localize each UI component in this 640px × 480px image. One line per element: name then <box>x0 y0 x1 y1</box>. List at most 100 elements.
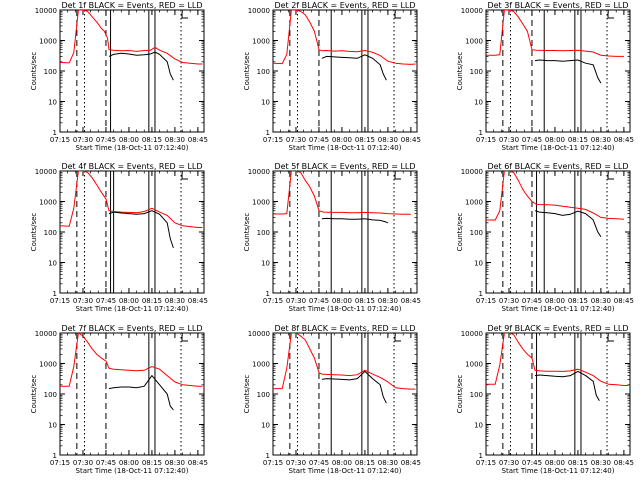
x-tick-label: 07:30 <box>499 297 519 305</box>
detector-panel: Det 8f BLACK = Events, RED = LLD 1 10 100 10… <box>243 324 421 475</box>
y-tick-label: 1000 <box>465 199 483 207</box>
plot-title: Det 5f BLACK = Events, RED = LLD <box>274 162 415 171</box>
x-tick-label: 07:30 <box>286 136 306 144</box>
x-tick-label: 08:00 <box>119 297 139 305</box>
x-axis-label: Start Time (18-Oct-11 07:12:40) <box>76 305 189 313</box>
plot-frame <box>59 9 205 133</box>
x-tick-label: 07:45 <box>96 136 116 144</box>
y-tick-label: 10000 <box>248 7 270 15</box>
x-tick-label: 08:00 <box>332 459 352 467</box>
y-tick-label: 100 <box>470 68 483 76</box>
x-tick-label: 07:30 <box>286 459 306 467</box>
y-tick-label: 1 <box>53 452 57 460</box>
x-tick-label: 08:00 <box>119 459 139 467</box>
plot-title: Det 8f BLACK = Events, RED = LLD <box>274 324 415 333</box>
y-tick-label: 1000 <box>252 38 270 46</box>
y-tick-label: 1000 <box>39 38 57 46</box>
y-tick-label: 10 <box>261 422 270 430</box>
interval-bracket-mark <box>394 12 402 19</box>
x-tick-label: 08:15 <box>355 297 375 305</box>
x-tick-label: 07:45 <box>522 297 542 305</box>
detector-panel: Det 5f BLACK = Events, RED = LLD 1 10 100 10… <box>243 162 421 313</box>
lld-series-line <box>60 171 203 228</box>
y-tick-label: 10000 <box>461 330 483 338</box>
x-tick-label: 08:45 <box>188 136 208 144</box>
y-tick-label: 10000 <box>248 330 270 338</box>
detector-panel: Det 2f BLACK = Events, RED = LLD 1 10 100 10… <box>243 1 421 152</box>
x-tick-label: 07:30 <box>73 297 93 305</box>
y-tick-label: 10 <box>474 99 483 107</box>
y-tick-label: 10000 <box>35 168 57 176</box>
x-tick-label: 08:00 <box>332 297 352 305</box>
x-tick-label: 08:45 <box>401 136 421 144</box>
lld-series-line <box>486 333 629 386</box>
y-tick-label: 100 <box>470 229 483 237</box>
x-tick-label: 07:30 <box>499 136 519 144</box>
y-tick-label: 1000 <box>39 199 57 207</box>
y-tick-label: 100 <box>470 391 483 399</box>
events-series-line <box>108 374 174 411</box>
y-axis-label: Counts/sec <box>30 375 38 414</box>
x-tick-label: 08:30 <box>378 297 398 305</box>
interval-bracket-mark <box>181 335 189 342</box>
y-tick-label: 1 <box>479 129 483 137</box>
x-axis-label: Start Time (18-Oct-11 07:12:40) <box>502 305 615 313</box>
x-axis-label: Start Time (18-Oct-11 07:12:40) <box>502 144 615 152</box>
x-tick-label: 08:15 <box>568 459 588 467</box>
y-axis-label: Counts/sec <box>243 213 251 252</box>
x-tick-label: 08:45 <box>614 136 634 144</box>
x-tick-label: 08:30 <box>591 459 611 467</box>
x-tick-label: 08:45 <box>614 459 634 467</box>
plot-frame <box>485 9 631 133</box>
plot-frame <box>272 9 418 133</box>
y-tick-label: 10 <box>474 422 483 430</box>
x-tick-label: 07:45 <box>309 297 329 305</box>
plot-title: Det 9f BLACK = Events, RED = LLD <box>487 324 628 333</box>
y-tick-label: 1 <box>266 290 270 298</box>
detector-panel: Det 9f BLACK = Events, RED = LLD 1 10 100 10… <box>456 324 634 475</box>
y-axis-label: Counts/sec <box>243 375 251 414</box>
x-tick-label: 07:30 <box>286 297 306 305</box>
x-tick-label: 07:30 <box>499 459 519 467</box>
plot-frame <box>59 332 205 456</box>
y-tick-label: 10 <box>48 99 57 107</box>
x-tick-label: 08:30 <box>378 459 398 467</box>
x-tick-label: 07:15 <box>263 297 283 305</box>
x-tick-label: 08:00 <box>119 136 139 144</box>
y-axis-label: Counts/sec <box>30 213 38 252</box>
x-tick-label: 07:15 <box>476 297 496 305</box>
interval-bracket-mark <box>394 335 402 342</box>
detector-panel: Det 1f BLACK = Events, RED = LLD 1 10 100 10… <box>30 1 208 152</box>
detector-panel: Det 3f BLACK = Events, RED = LLD 1 10 100 10… <box>456 1 634 152</box>
x-axis-label: Start Time (18-Oct-11 07:12:40) <box>289 305 402 313</box>
x-tick-label: 08:00 <box>545 297 565 305</box>
events-series-line <box>321 370 387 404</box>
y-tick-label: 100 <box>44 391 57 399</box>
interval-bracket-mark <box>607 173 615 180</box>
events-series-line <box>108 210 174 249</box>
y-tick-label: 10 <box>474 260 483 268</box>
x-tick-label: 07:15 <box>50 136 70 144</box>
x-tick-label: 08:15 <box>142 297 162 305</box>
detector-panel: Det 4f BLACK = Events, RED = LLD 1 10 100 10… <box>30 162 208 313</box>
y-tick-label: 100 <box>44 68 57 76</box>
lld-series-line <box>486 171 624 221</box>
interval-bracket-mark <box>394 173 402 180</box>
x-tick-label: 08:45 <box>401 459 421 467</box>
y-tick-label: 100 <box>44 229 57 237</box>
y-tick-label: 100 <box>257 229 270 237</box>
x-tick-label: 08:45 <box>401 297 421 305</box>
y-tick-label: 1000 <box>465 38 483 46</box>
y-axis-label: Counts/sec <box>456 52 464 91</box>
x-tick-label: 07:45 <box>309 136 329 144</box>
events-series-line <box>321 54 387 81</box>
x-tick-label: 07:15 <box>50 459 70 467</box>
y-tick-label: 100 <box>257 68 270 76</box>
plot-frame <box>59 170 205 294</box>
x-tick-label: 07:45 <box>96 459 116 467</box>
y-tick-label: 1 <box>53 290 57 298</box>
x-tick-label: 07:45 <box>522 459 542 467</box>
x-tick-label: 08:00 <box>332 136 352 144</box>
x-tick-label: 08:00 <box>545 459 565 467</box>
